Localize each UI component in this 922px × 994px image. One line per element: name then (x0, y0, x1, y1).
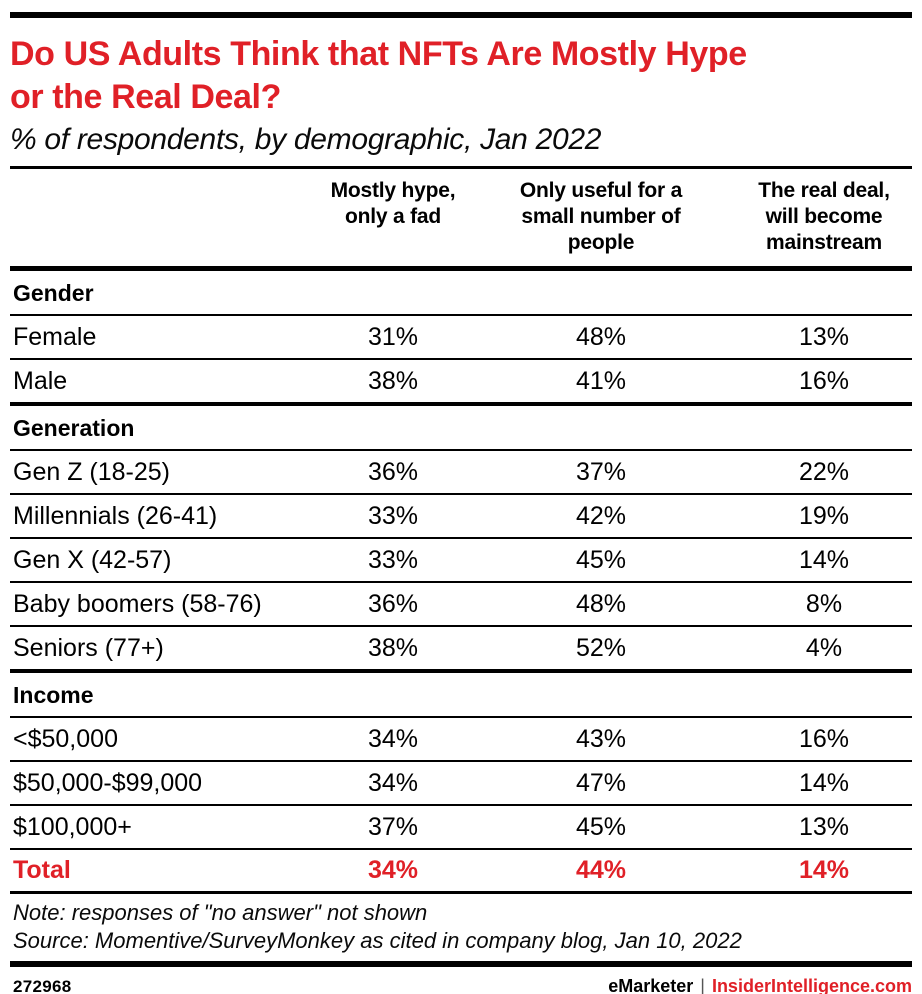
table-row-gen-x: Gen X (42-57) 33% 45% 14% (10, 539, 912, 583)
row-value: 22% (798, 458, 850, 486)
bottom-rule-bar (10, 961, 912, 967)
table-row-male: Male 38% 41% 16% (10, 360, 912, 402)
column-header-only-useful: Only useful for a small number of people (466, 178, 736, 256)
table-row-baby-boomers: Baby boomers (58-76) 36% 48% 8% (10, 583, 912, 627)
section-header-generation: Generation (10, 402, 912, 451)
row-label: <$50,000 (13, 725, 118, 753)
row-value: 16% (798, 725, 850, 753)
table-row-100k-plus: $100,000+ 37% 45% 13% (10, 806, 912, 850)
row-value: 19% (798, 502, 850, 530)
chart-id: 272968 (13, 976, 72, 994)
row-value: 34% (367, 725, 419, 753)
column-header-line: only a fad (344, 205, 442, 228)
row-label: $100,000+ (13, 813, 132, 841)
notes-block: Note: responses of "no answer" not shown… (10, 894, 912, 961)
data-table: Mostly hype, only a fad Only useful for … (10, 166, 912, 894)
row-value: 38% (367, 367, 419, 395)
row-label: $50,000-$99,000 (13, 769, 203, 797)
insider-intelligence-link[interactable]: InsiderIntelligence.com (711, 976, 912, 994)
row-value: 45% (575, 546, 627, 574)
row-value: 45% (575, 813, 627, 841)
table-row-under-50k: <$50,000 34% 43% 16% (10, 718, 912, 762)
row-label: Seniors (77+) (13, 634, 164, 662)
row-value: 37% (367, 813, 419, 841)
row-value: 41% (575, 367, 627, 395)
row-value: 14% (798, 769, 850, 797)
row-value: 31% (367, 323, 419, 351)
row-label: Female (13, 323, 97, 351)
row-value: 33% (367, 502, 419, 530)
row-label: Gen X (42-57) (13, 546, 172, 574)
row-value: 37% (575, 458, 627, 486)
table-row-gen-z: Gen Z (18-25) 36% 37% 22% (10, 451, 912, 495)
column-header-real-deal: The real deal, will become mainstream (736, 178, 912, 256)
total-value: 44% (575, 856, 627, 884)
row-value: 14% (798, 546, 850, 574)
row-value: 13% (798, 323, 850, 351)
total-value: 14% (798, 856, 850, 884)
table-row-total: Total 34% 44% 14% (10, 850, 912, 894)
row-value: 4% (805, 634, 843, 662)
row-value: 48% (575, 590, 627, 618)
section-header-income: Income (10, 669, 912, 718)
table-row-millennials: Millennials (26-41) 33% 42% 19% (10, 495, 912, 539)
row-value: 16% (798, 367, 850, 395)
row-label: Male (13, 367, 68, 395)
row-value: 48% (575, 323, 627, 351)
row-value: 38% (367, 634, 419, 662)
column-header-line: people (567, 231, 635, 254)
table-row-50k-99k: $50,000-$99,000 34% 47% 14% (10, 762, 912, 806)
top-rule-bar (10, 12, 912, 18)
row-value: 43% (575, 725, 627, 753)
column-header-mostly-hype: Mostly hype, only a fad (320, 178, 466, 230)
row-value: 47% (575, 769, 627, 797)
chart-title: Do US Adults Think that NFTs Are Mostly … (10, 33, 912, 118)
source-text: Source: Momentive/SurveyMonkey as cited … (13, 928, 742, 953)
total-label: Total (13, 856, 71, 884)
section-header-gender: Gender (10, 271, 912, 316)
row-value: 52% (575, 634, 627, 662)
row-label: Baby boomers (58-76) (13, 590, 262, 618)
chart-title-line-1: Do US Adults Think that NFTs Are Mostly … (10, 35, 747, 73)
chart-subtitle: % of respondents, by demographic, Jan 20… (10, 123, 602, 156)
column-header-line: Only useful for a (519, 179, 683, 202)
column-header-line: mainstream (766, 231, 882, 254)
footer-pipe-divider: | (700, 976, 705, 994)
table-header-row: Mostly hype, only a fad Only useful for … (10, 166, 912, 271)
emarketer-logo-text: eMarketer (608, 976, 694, 994)
row-value: 36% (367, 590, 419, 618)
column-header-line: small number of (521, 205, 681, 228)
row-value: 36% (367, 458, 419, 486)
row-value: 13% (798, 813, 850, 841)
row-value: 8% (805, 590, 843, 618)
note-text: Note: responses of "no answer" not shown (13, 900, 428, 925)
footer: 272968 eMarketer | InsiderIntelligence.com (10, 967, 912, 994)
column-header-line: The real deal, (758, 179, 890, 202)
row-value: 34% (367, 769, 419, 797)
footer-branding: eMarketer | InsiderIntelligence.com (608, 976, 912, 994)
row-label: Gen Z (18-25) (13, 458, 171, 486)
row-value: 42% (575, 502, 627, 530)
column-header-line: Mostly hype, (330, 179, 456, 202)
table-row-female: Female 31% 48% 13% (10, 316, 912, 360)
row-value: 33% (367, 546, 419, 574)
table-row-seniors: Seniors (77+) 38% 52% 4% (10, 627, 912, 669)
column-header-line: will become (765, 205, 883, 228)
chart-title-line-2: or the Real Deal? (10, 77, 281, 116)
total-value: 34% (367, 856, 419, 884)
row-label: Millennials (26-41) (13, 502, 218, 530)
